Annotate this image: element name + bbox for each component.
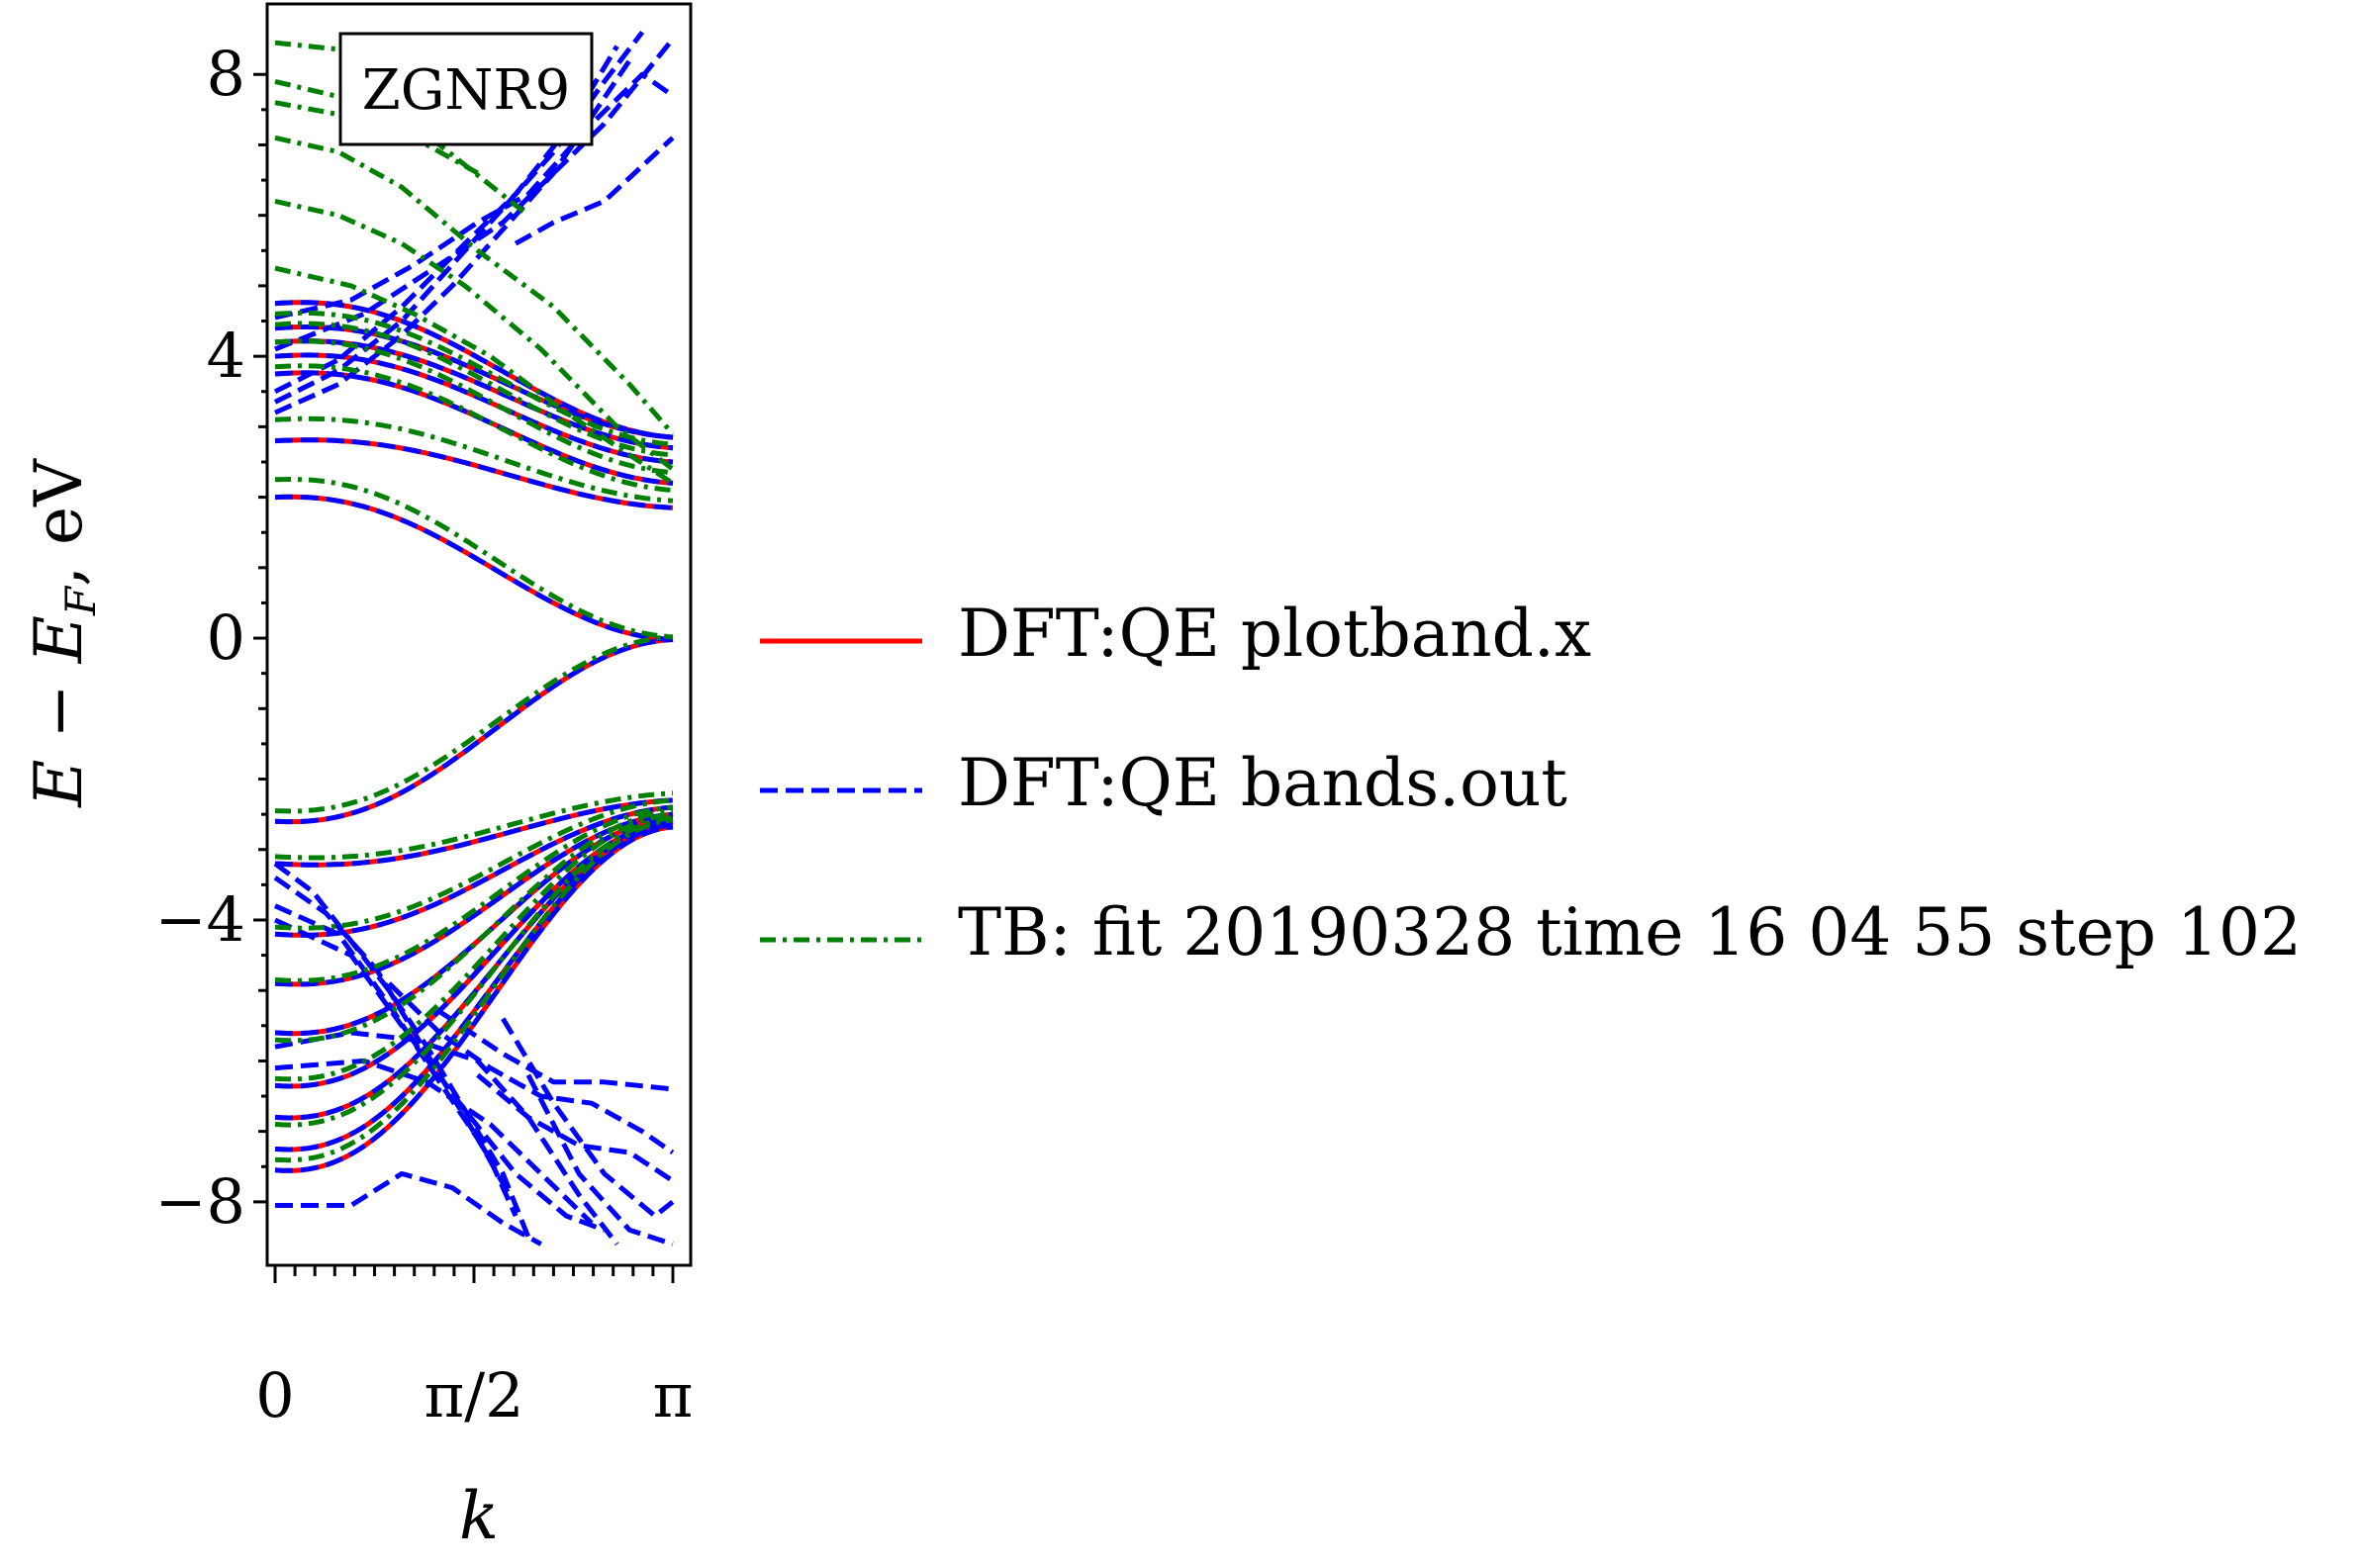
legend-label-plotband: DFT:QE plotband.x (958, 596, 1591, 672)
series-1-segment-5 (514, 136, 675, 246)
series-2-band-7 (274, 790, 674, 861)
legend-entry-plotband: DFT:QE plotband.x (760, 596, 1591, 672)
legend-entry-tb: TB: fit 20190328 time 16 04 55 step 102 (760, 894, 2302, 970)
series-1-band-8 (274, 797, 674, 868)
series-2-band-13 (274, 817, 674, 1163)
series-1-band-6 (274, 300, 674, 440)
series-0-band-12 (274, 818, 674, 1089)
series-0-band-0 (274, 494, 674, 642)
annotation-box: ZGNR9 (338, 32, 594, 146)
y-tick-label-8: 8 (207, 38, 245, 110)
legend-label-tb: TB: fit 20190328 time 16 04 55 step 102 (958, 894, 2302, 970)
series-2-band-2 (274, 363, 674, 493)
series-1-band-1 (274, 437, 674, 510)
series-2-band-11 (274, 811, 674, 1082)
series-1-band-15 (274, 824, 674, 1173)
series-0-band-7 (274, 637, 674, 825)
legend-entry-bandsout: DFT:QE bands.out (760, 745, 1567, 821)
series-1-segment-11 (387, 981, 675, 1155)
series-1-band-4 (274, 338, 674, 451)
series-layer (273, 30, 675, 1246)
series-2-band-3 (274, 338, 674, 476)
series-2-band-12 (274, 815, 674, 1128)
x-axis-title: k (459, 1478, 499, 1554)
labels-layer: −8 −4 0 4 8 0 π/2 π (155, 38, 694, 1431)
series-1-segment-7 (273, 876, 519, 1218)
series-2-band-4 (274, 321, 674, 458)
series-1-segment-14 (501, 1017, 675, 1219)
series-2-band-1 (274, 415, 674, 504)
legend-label-bandsout: DFT:QE bands.out (958, 745, 1567, 821)
ticks-layer (253, 72, 675, 1283)
series-1-segment-10 (275, 1170, 542, 1246)
series-1-segment-4 (274, 38, 675, 352)
series-1-band-14 (274, 822, 674, 1153)
legend: DFT:QE plotband.x DFT:QE bands.out TB: f… (760, 596, 2302, 970)
series-2-band-10 (274, 808, 674, 1044)
series-1-band-11 (274, 815, 674, 1037)
series-2-segment-5 (274, 100, 479, 176)
annotation-label: ZGNR9 (362, 58, 570, 123)
series-2-band-8 (274, 797, 674, 931)
y-axis-title: E − EF, eV (21, 458, 105, 808)
y-title-sub: F (56, 585, 105, 616)
series-1-band-7 (274, 637, 674, 825)
series-0-band-14 (274, 822, 674, 1153)
y-title-ef: E (21, 615, 97, 664)
series-1-band-5 (274, 324, 674, 440)
plot-frame (265, 2, 693, 1267)
series-1-segment-12 (437, 1009, 674, 1092)
series-1-segment-17 (274, 1058, 594, 1226)
series-2-band-0 (274, 477, 674, 640)
series-1-segment-8 (273, 903, 512, 1197)
series-1-segment-13 (476, 1072, 675, 1183)
series-2-segment-1 (274, 135, 675, 436)
x-tick-label-1: π/2 (424, 1359, 523, 1431)
series-1-segment-3 (274, 71, 675, 321)
series-2-segment-2 (274, 198, 675, 472)
series-1-band-12 (274, 818, 674, 1089)
y-title-e: E (21, 760, 97, 808)
series-1-band-2 (274, 370, 674, 486)
series-1-band-0 (274, 494, 674, 642)
series-1-segment-9 (273, 917, 606, 1233)
annotation-frame (338, 32, 594, 146)
series-2-band-5 (274, 310, 674, 447)
series-1-band-3 (274, 352, 674, 465)
series-2-band-9 (274, 804, 674, 983)
y-title-minus: − (21, 663, 97, 759)
y-tick-label-0: 0 (207, 601, 245, 674)
series-2-band-6 (274, 634, 674, 814)
series-2-segment-3 (274, 265, 675, 486)
y-tick-label-4: 4 (207, 320, 245, 392)
series-1-segment-15 (525, 1073, 674, 1246)
y-tick-label--8: −8 (155, 1165, 245, 1238)
y-tick-label--4: −4 (155, 883, 245, 956)
x-tick-label-0: 0 (255, 1359, 294, 1431)
series-1-band-10 (274, 811, 674, 987)
y-title-unit: , eV (21, 458, 97, 587)
x-tick-label-2: π (653, 1359, 694, 1431)
